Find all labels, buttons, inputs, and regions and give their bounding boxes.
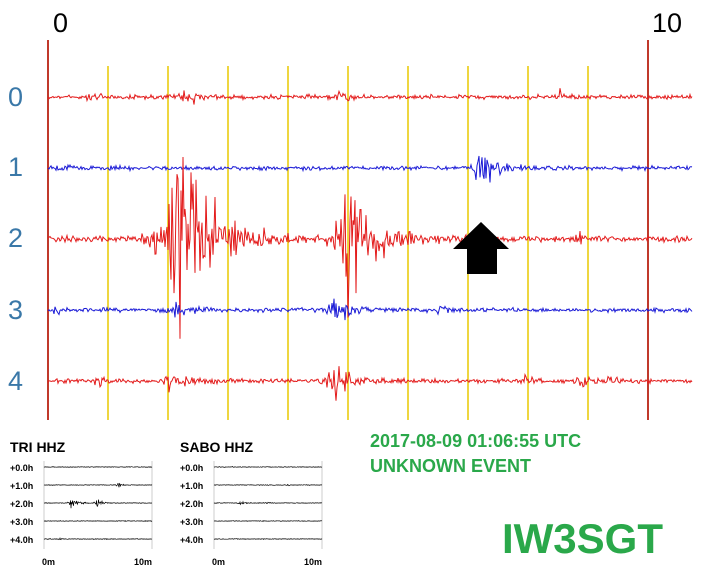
- sabo-x-start-label: 0m: [212, 557, 226, 567]
- station-tri-title: TRI HHZ: [10, 439, 66, 455]
- row-label-0: 0: [8, 82, 24, 112]
- sabo-row-label-4: +4.0h: [180, 535, 204, 545]
- row-label-2: 2: [8, 223, 24, 253]
- row-label-4: 4: [8, 366, 24, 396]
- station-sabo-title: SABO HHZ: [180, 439, 254, 455]
- row-label-1: 1: [8, 152, 24, 182]
- tri-row-label-2: +2.0h: [10, 499, 34, 509]
- trace-row-3: [47, 298, 693, 321]
- sabo-x-end-label: 10m: [304, 557, 323, 567]
- x-axis-start-label: 0: [53, 8, 69, 38]
- trace-row-0: [47, 88, 693, 105]
- sabo-trace-row-2: [213, 500, 323, 506]
- sabo-row-label-0: +0.0h: [180, 463, 204, 473]
- event-arrow-icon: [453, 222, 509, 274]
- tri-row-label-1: +1.0h: [10, 481, 34, 491]
- tri-row-label-0: +0.0h: [10, 463, 34, 473]
- tri-x-end-label: 10m: [134, 557, 153, 567]
- trace-row-2: [47, 156, 693, 339]
- trace-row-1: [47, 155, 693, 183]
- row-label-3: 3: [8, 295, 24, 325]
- x-axis-end-label: 10: [652, 8, 683, 38]
- tri-x-start-label: 0m: [42, 557, 56, 567]
- sabo-trace-row-3: [213, 520, 323, 523]
- sabo-trace-row-4: [213, 538, 323, 540]
- tri-row-label-4: +4.0h: [10, 535, 34, 545]
- sabo-trace-row-1: [213, 483, 323, 487]
- sabo-row-label-3: +3.0h: [180, 517, 204, 527]
- tri-trace-row-3: [43, 520, 153, 522]
- sabo-trace-row-0: [213, 466, 322, 468]
- event-timestamp: 2017-08-09 01:06:55 UTC: [370, 431, 582, 451]
- trace-row-4: [47, 366, 693, 401]
- tri-row-label-3: +3.0h: [10, 517, 34, 527]
- tri-trace-row-4: [43, 537, 153, 541]
- sabo-row-label-1: +1.0h: [180, 481, 204, 491]
- tri-trace-row-2: [44, 499, 153, 509]
- tri-trace-row-0: [43, 466, 153, 468]
- station-sabo-helicorder: [213, 461, 323, 549]
- station-tri-helicorder: [43, 461, 153, 549]
- sabo-row-label-2: +2.0h: [180, 499, 204, 509]
- seismic-traces: [47, 88, 693, 401]
- station-callsign: IW3SGT: [502, 515, 664, 562]
- tri-trace-row-1: [43, 482, 153, 488]
- event-label: UNKNOWN EVENT: [370, 456, 531, 476]
- helicorder-plot: [47, 40, 693, 420]
